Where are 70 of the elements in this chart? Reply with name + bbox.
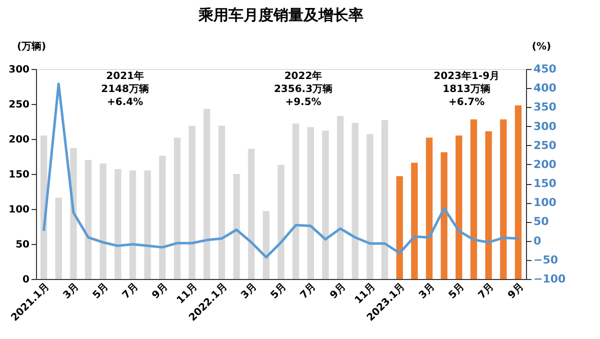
- bar: [188, 126, 196, 279]
- y-tick-label: 50: [16, 240, 30, 250]
- y-tick-label: 200: [8, 134, 30, 146]
- bar: [470, 119, 478, 279]
- line-series: [42, 82, 520, 258]
- x-tick-label: 9月: [506, 282, 526, 302]
- x-tick-label: 9月: [328, 282, 348, 302]
- y2-tick-label: 150: [534, 177, 557, 190]
- bar: [55, 198, 62, 279]
- bar: [100, 164, 106, 279]
- bar: [336, 116, 344, 279]
- bar: [159, 156, 166, 279]
- bar: [248, 148, 255, 279]
- bar: [440, 152, 448, 279]
- bar: [381, 120, 388, 279]
- y-tick-label: 0: [22, 274, 30, 286]
- bar: [233, 174, 240, 279]
- y2-tick-label: −50: [534, 253, 558, 266]
- chart-title: 乘用车月度销量及增长率: [198, 6, 364, 24]
- y-tick-label: 250: [8, 100, 30, 110]
- bar: [262, 211, 270, 279]
- y2-tick-label: 0: [534, 234, 542, 248]
- y2-tick-label: 250: [534, 138, 557, 152]
- x-tick-label: 5月: [446, 282, 467, 302]
- bar: [307, 127, 314, 279]
- y2-tick-label: 450: [534, 62, 557, 76]
- y-axis-title: (万辆): [16, 40, 46, 52]
- y2-tick-label: −100: [534, 272, 566, 286]
- x-tick-label: 7月: [298, 282, 318, 302]
- x-tick-label: 3月: [239, 282, 260, 302]
- bar: [426, 138, 433, 279]
- bar: [84, 160, 92, 279]
- x-tick-label: 7月: [476, 282, 496, 302]
- bar: [396, 176, 403, 279]
- bar: [366, 134, 374, 279]
- bar: [411, 162, 418, 279]
- x-tick-label: 7月: [120, 282, 141, 302]
- bar: [500, 119, 507, 279]
- y2-tick-label: 50: [534, 215, 550, 228]
- x-tick-label: 3月: [61, 282, 82, 302]
- y-tick-label: 150: [8, 170, 30, 180]
- bar: [352, 122, 358, 279]
- bar: [514, 105, 522, 279]
- bar: [218, 126, 226, 279]
- x-tick-label: 3月: [417, 282, 438, 302]
- y2-tick-label: 400: [534, 82, 557, 95]
- bar: [174, 138, 181, 279]
- y-tick-label: 300: [8, 64, 30, 76]
- y2-tick-label: 200: [534, 158, 557, 171]
- bar: [278, 164, 284, 279]
- y2-axis-title: (%): [532, 42, 552, 52]
- bar: [485, 131, 492, 279]
- y2-tick-label: 100: [534, 196, 557, 210]
- bar: [292, 124, 300, 279]
- bar: [322, 130, 329, 279]
- bar: [114, 169, 122, 279]
- bar: [204, 108, 210, 279]
- x-tick-label: 9月: [150, 282, 170, 302]
- annotation: 2022年 2356.3万辆 +9.5%: [274, 70, 333, 108]
- x-tick-label: 5月: [91, 282, 111, 302]
- annotation: 2023年1-9月 1813万辆 +6.7%: [434, 70, 500, 108]
- bar: [70, 148, 77, 279]
- bar: [129, 170, 136, 279]
- x-tick-label: 5月: [269, 282, 289, 302]
- annotation: 2021年 2148万辆 +6.4%: [101, 70, 150, 108]
- bar: [456, 136, 462, 279]
- bar: [144, 170, 151, 279]
- y-tick-label: 100: [8, 204, 30, 216]
- y2-tick-label: 300: [534, 120, 557, 133]
- y2-tick-label: 350: [534, 100, 557, 114]
